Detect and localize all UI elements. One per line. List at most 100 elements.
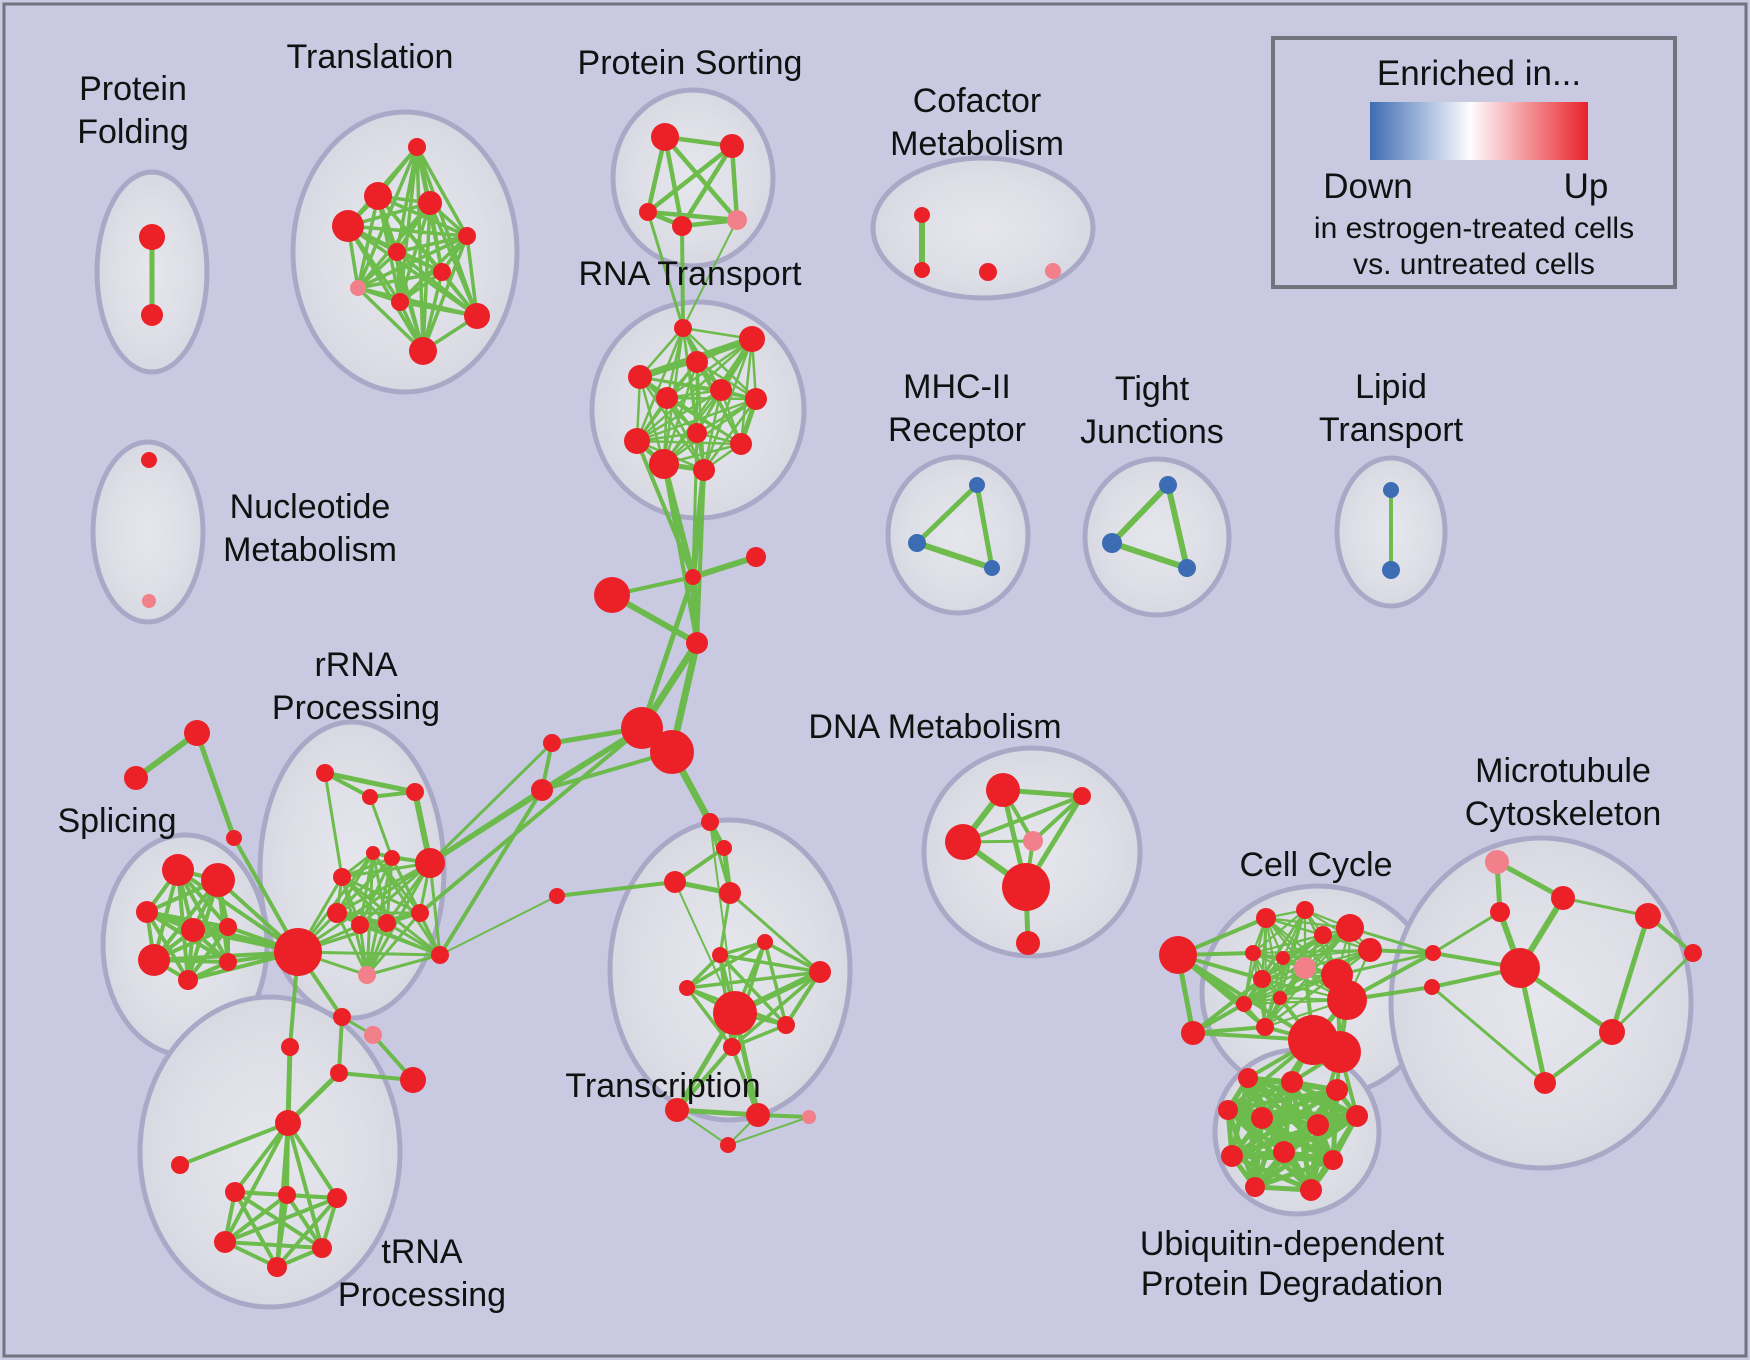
gene-set-node-rr11 <box>411 904 429 922</box>
gene-set-node-tr4 <box>719 882 741 904</box>
gene-set-node-co4 <box>1045 263 1061 279</box>
cluster-label-nucleotide-metabolism-line2: Metabolism <box>223 531 397 569</box>
gene-set-node-rr1 <box>316 764 334 782</box>
gene-set-node-cc1 <box>1159 936 1197 974</box>
mesh-edge-rna-transport-mesh <box>635 388 723 443</box>
edge-ta-tc <box>194 730 237 841</box>
gene-set-node-mt3 <box>1490 902 1510 922</box>
mesh-edge-ubiquitin-mesh <box>1229 1153 1314 1193</box>
cluster-label-lipid-transport-line1: Lipid <box>1355 368 1427 406</box>
gene-set-node-sp8 <box>219 953 237 971</box>
gene-set-node-t11 <box>409 337 437 365</box>
gene-set-node-c5 <box>1296 901 1314 919</box>
gene-set-node-c12 <box>1236 996 1252 1012</box>
mesh-edge-rna-transport-mesh <box>739 337 754 446</box>
legend-down-label: Down <box>1323 167 1412 206</box>
gene-set-node-c4 <box>1256 908 1276 928</box>
gene-set-node-sp1 <box>162 854 194 886</box>
edge-j1-rn <box>690 554 759 580</box>
gene-set-node-tj3 <box>1178 559 1196 577</box>
edge-tr13-tr14 <box>674 1107 761 1118</box>
mesh-edge-ubiquitin-mesh <box>1225 1087 1340 1113</box>
cluster-label-mhc-ii-receptor-line1: MHC-II <box>903 368 1011 406</box>
edge-tj3-tj1 <box>1165 482 1190 571</box>
legend-up-label: Up <box>1564 167 1609 206</box>
gene-set-node-mt8 <box>1534 1072 1556 1094</box>
gene-set-node-rr9 <box>351 916 369 934</box>
gene-set-node-rt7 <box>745 388 767 410</box>
mesh-edge-translation-mesh <box>421 234 469 353</box>
legend: Enriched in... Down Up in estrogen-treated … <box>1271 36 1677 289</box>
gene-set-node-d4 <box>1023 831 1043 851</box>
mesh-edge-translation-mesh <box>395 234 469 254</box>
mesh-edge-rna-transport-mesh <box>702 397 758 472</box>
mesh-edge-rna-transport-mesh <box>635 337 754 443</box>
mesh-edge-rrna-mesh <box>385 921 442 957</box>
mesh-edge-trna-mesh <box>223 1121 290 1244</box>
edge-tj2-tj3 <box>1109 540 1190 571</box>
mesh-edge-trna-mesh <box>223 1196 339 1244</box>
gene-set-node-ps4 <box>672 216 692 236</box>
gene-set-node-c3 <box>1245 945 1261 961</box>
gene-set-node-lone <box>171 1156 189 1174</box>
mesh-edge-translation-mesh <box>428 201 479 318</box>
gene-set-node-tr9 <box>679 980 695 996</box>
cluster-label-tight-junctions-line1: Tight <box>1115 370 1190 408</box>
cluster-label-splicing-line1: Splicing <box>57 802 176 840</box>
edge-lone-trh <box>178 1121 290 1167</box>
edge-rr1-rr3 <box>322 770 418 795</box>
cluster-label-lipid-transport-line2: Transport <box>1319 411 1464 449</box>
edge-mj2-mt8 <box>1430 985 1547 1085</box>
gene-set-node-pf2 <box>141 304 163 326</box>
gene-set-node-sp7 <box>178 970 198 990</box>
gene-set-node-t8 <box>350 280 366 296</box>
cluster-label-ubiquitin-degradation-line1: Ubiquitin-dependent <box>1140 1225 1445 1263</box>
edge-tr5-tr3 <box>555 880 677 898</box>
gene-set-node-tj1 <box>1159 476 1177 494</box>
edge-j1-m1 <box>689 573 701 647</box>
legend-subtitle-line2: vs. untreated cells <box>1353 248 1595 281</box>
mesh-edge-trna-mesh <box>285 1193 324 1250</box>
gene-set-node-u12 <box>1300 1179 1322 1201</box>
gene-set-node-mt6 <box>1684 944 1702 962</box>
gene-set-node-rr6 <box>384 850 400 866</box>
cluster-label-nucleotide-metabolism-line1: Nucleotide <box>230 488 391 526</box>
gene-set-node-h1 <box>621 707 663 749</box>
gene-set-node-c13 <box>1273 991 1287 1005</box>
edge-tr3-tr10 <box>674 881 736 1014</box>
mesh-edge-trna-mesh <box>223 1240 324 1250</box>
gene-set-node-t6 <box>388 243 406 261</box>
edge-ps4-rt1 <box>680 224 685 330</box>
edge-mt7-mt8 <box>1543 1030 1614 1085</box>
cluster-label-microtubule-cytoskeleton-line2: Cytoskeleton <box>1465 795 1662 833</box>
gene-set-node-co3 <box>979 263 997 281</box>
edge-d2-d3 <box>961 794 1084 844</box>
gene-set-node-t5 <box>458 227 476 245</box>
gene-set-node-rr3 <box>406 783 424 801</box>
gene-set-node-ta <box>184 720 210 746</box>
gene-set-node-l2 <box>531 779 553 801</box>
mesh-edge-cell-cycle-mesh <box>1242 966 1307 1006</box>
mesh-edge-transcription-core-mesh <box>763 940 788 1027</box>
mesh-edge-splicing-mesh <box>186 925 230 982</box>
gene-set-node-c10 <box>1253 970 1271 988</box>
edge-d2-d4 <box>1031 794 1084 843</box>
mesh-edge-trna-mesh <box>286 1121 324 1250</box>
mesh-edge-cell-cycle-mesh <box>1264 916 1352 930</box>
gene-set-node-d3 <box>945 824 981 860</box>
mesh-edge-rrna-mesh <box>358 923 442 957</box>
gene-set-node-tr15 <box>802 1110 816 1124</box>
gene-set-node-ps2 <box>720 134 744 158</box>
gene-set-node-u5 <box>1251 1107 1273 1129</box>
gene-set-node-rr14 <box>333 1008 351 1026</box>
gene-set-node-sp4 <box>181 918 205 942</box>
mesh-edge-translation-mesh <box>465 234 479 318</box>
gene-set-node-rt8 <box>687 423 707 443</box>
cluster-label-translation-line1: Translation <box>287 38 454 76</box>
gene-set-node-rt11 <box>693 459 715 481</box>
gene-set-node-t9 <box>391 293 409 311</box>
gene-set-node-d6 <box>1016 931 1040 955</box>
gene-set-node-rr10 <box>378 914 396 932</box>
gene-set-node-tr10 <box>713 991 757 1035</box>
